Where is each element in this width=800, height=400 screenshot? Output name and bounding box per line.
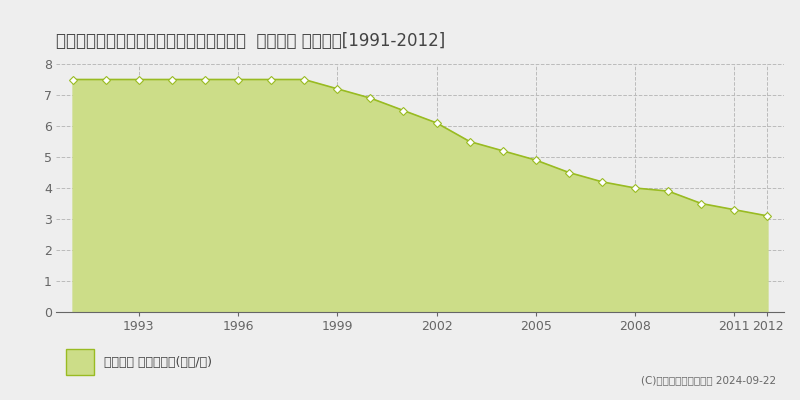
Text: (C)土地価格ドットコム 2024-09-22: (C)土地価格ドットコム 2024-09-22 bbox=[641, 375, 776, 385]
FancyBboxPatch shape bbox=[66, 349, 94, 375]
Text: 北海道室蘭市みゆき町２丁目２４５番９３  公示地価 地価推移[1991-2012]: 北海道室蘭市みゆき町２丁目２４５番９３ 公示地価 地価推移[1991-2012] bbox=[56, 32, 446, 50]
Text: 公示地価 平均坪単価(万円/坪): 公示地価 平均坪単価(万円/坪) bbox=[104, 356, 212, 368]
